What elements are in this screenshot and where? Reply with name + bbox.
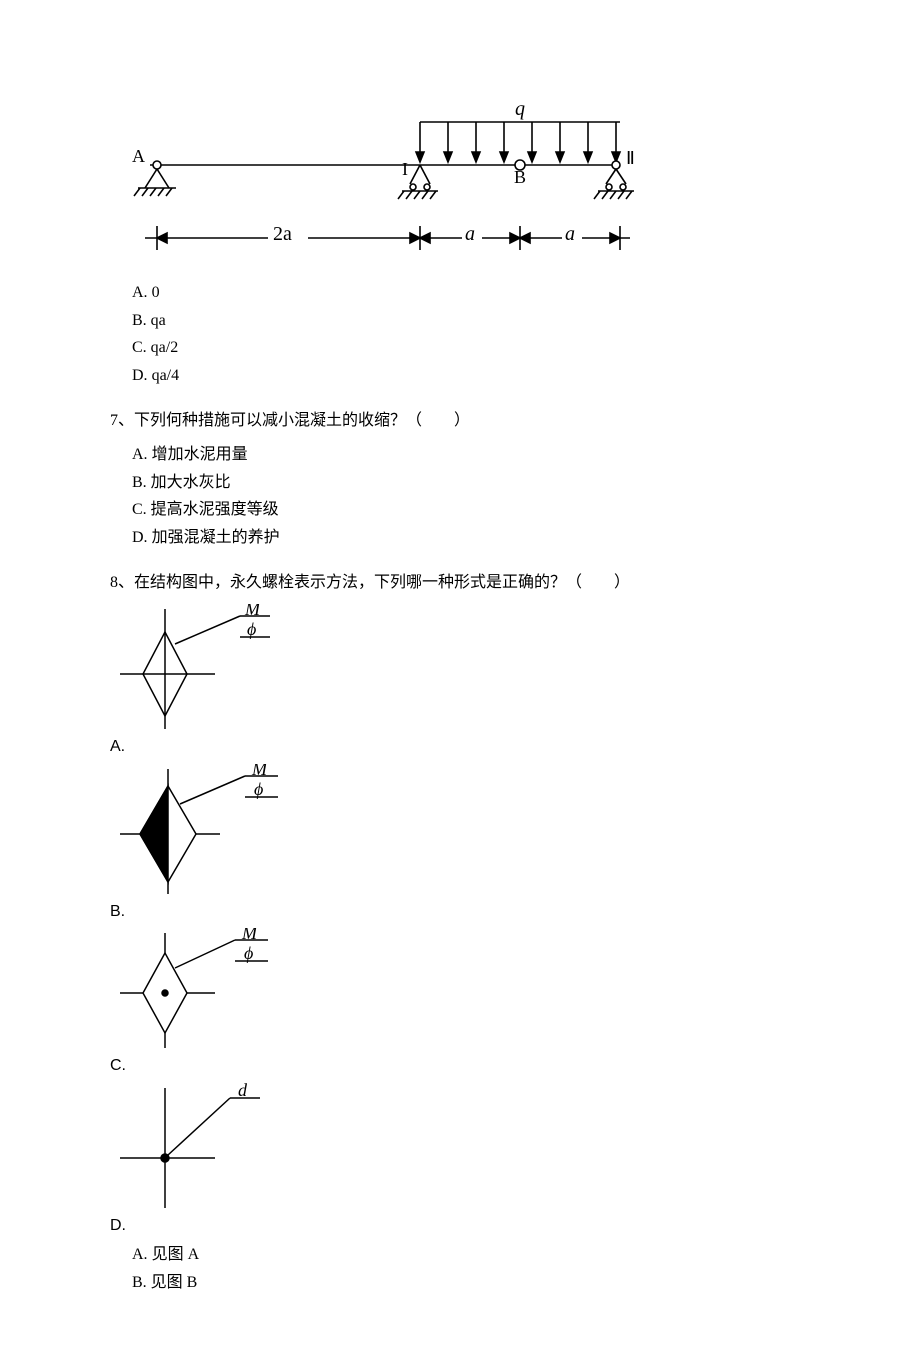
bolt-label-c: C. bbox=[110, 1053, 126, 1079]
q8-answer-a: A. 见图 A bbox=[132, 1242, 810, 1268]
bolt-b-phi: ϕ bbox=[254, 779, 263, 799]
q6-options: A. 0 B. qa C. qa/2 D. qa/4 bbox=[110, 280, 810, 388]
bolt-option-c: M ϕ C. bbox=[110, 928, 810, 1079]
bolt-label-a: A. bbox=[110, 734, 125, 760]
label-B: B bbox=[514, 167, 526, 187]
label-II: Ⅱ bbox=[626, 148, 635, 168]
bolt-c-M: M bbox=[241, 928, 258, 943]
dim-a1: a bbox=[465, 223, 475, 245]
dim-a2: a bbox=[565, 223, 575, 245]
q8-answers: A. 见图 A B. 见图 B bbox=[110, 1242, 810, 1295]
q7-option-b: B. 加大水灰比 bbox=[132, 470, 810, 496]
bolt-option-a: M ϕ A. bbox=[110, 604, 810, 760]
bolt-a-M: M bbox=[244, 604, 261, 619]
q8-answer-b: B. 见图 B bbox=[132, 1270, 810, 1296]
q7-options: A. 增加水泥用量 B. 加大水灰比 C. 提高水泥强度等级 D. 加强混凝土的… bbox=[110, 442, 810, 550]
bolt-option-b: M ϕ B. bbox=[110, 764, 810, 925]
bolt-label-b: B. bbox=[110, 899, 125, 925]
bolt-option-d: d D. bbox=[110, 1083, 810, 1239]
label-I: I bbox=[402, 159, 408, 179]
dim-2a: 2a bbox=[273, 223, 292, 245]
bolt-a-phi: ϕ bbox=[247, 619, 256, 639]
q6-option-b: B. qa bbox=[132, 308, 810, 334]
q7-option-d: D. 加强混凝土的养护 bbox=[132, 525, 810, 551]
q7-option-a: A. 增加水泥用量 bbox=[132, 442, 810, 468]
q8-text: 8、在结构图中，永久螺栓表示方法，下列哪一种形式是正确的？（ ） bbox=[110, 570, 810, 596]
label-A: A bbox=[132, 146, 145, 166]
beam-diagram: q A I B Ⅱ 2a bbox=[110, 100, 650, 270]
bolt-d-d: d bbox=[238, 1083, 248, 1100]
q7-text: 7、下列何种措施可以减小混凝土的收缩？（ ） bbox=[110, 408, 810, 434]
q6-option-a: A. 0 bbox=[132, 280, 810, 306]
q6-option-c: C. qa/2 bbox=[132, 335, 810, 361]
q7-option-c: C. 提高水泥强度等级 bbox=[132, 497, 810, 523]
q6-option-d: D. qa/4 bbox=[132, 363, 810, 389]
load-label-q: q bbox=[515, 100, 525, 120]
bolt-c-phi: ϕ bbox=[244, 943, 253, 963]
bolt-b-M: M bbox=[251, 764, 268, 779]
bolt-label-d: D. bbox=[110, 1213, 126, 1239]
